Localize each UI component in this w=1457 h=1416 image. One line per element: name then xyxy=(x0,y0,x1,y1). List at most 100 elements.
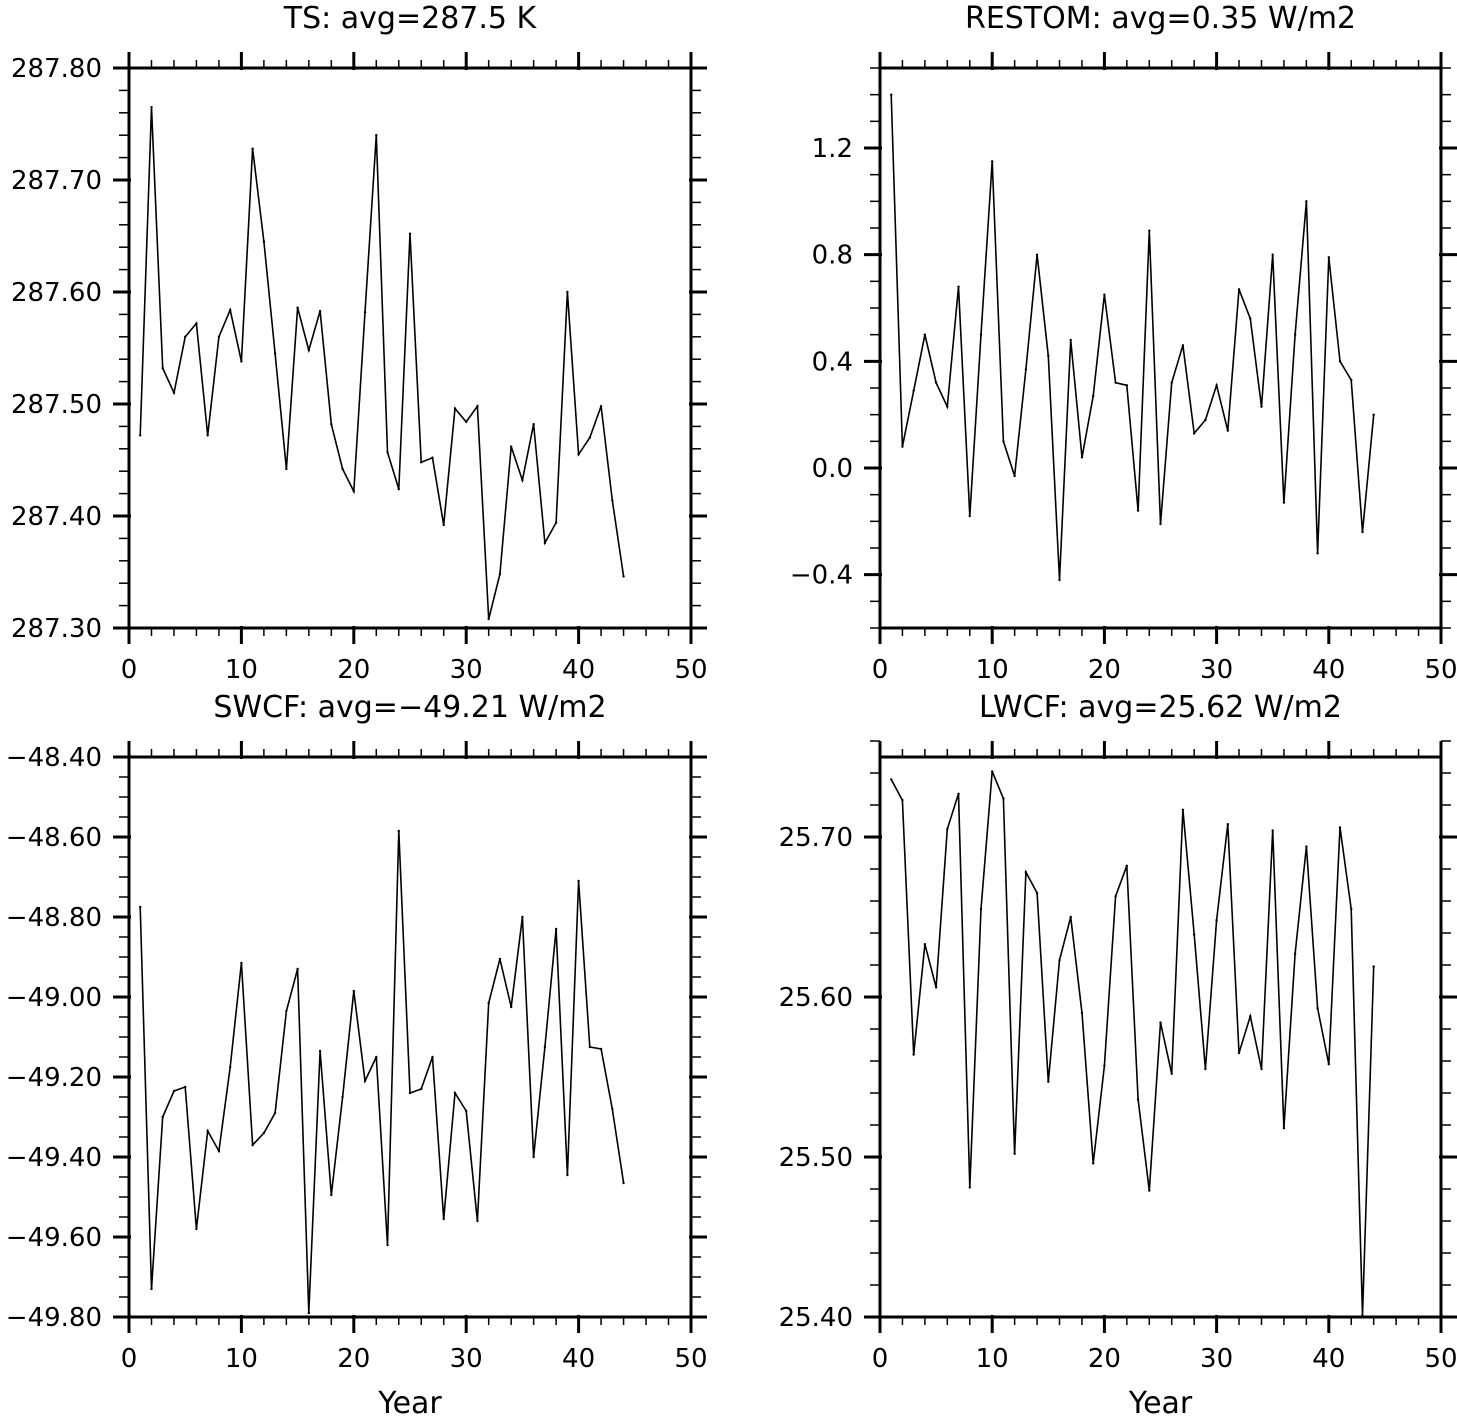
data-point xyxy=(923,943,927,946)
data-point xyxy=(318,1049,322,1053)
data-point xyxy=(1080,1011,1084,1015)
chart-title: TS: avg=287.5 K xyxy=(283,1,538,36)
y-tick-label: −0.4 xyxy=(790,561,853,591)
data-point xyxy=(228,1065,232,1069)
y-tick-label: −48.40 xyxy=(6,743,102,773)
y-tick-label: 287.30 xyxy=(11,614,102,644)
x-tick-label: 40 xyxy=(562,655,595,685)
data-point xyxy=(599,405,603,408)
chart-title: RESTOM: avg=0.35 W/m2 xyxy=(965,1,1356,36)
data-point xyxy=(150,106,153,109)
data-point xyxy=(1002,797,1005,800)
data-point xyxy=(1226,823,1230,826)
series-line xyxy=(890,94,1375,581)
data-point xyxy=(1114,381,1117,384)
x-tick-label: 50 xyxy=(674,655,707,685)
x-axis-title: Year xyxy=(377,1386,442,1416)
chart-title: LWCF: avg=25.62 W/m2 xyxy=(979,690,1342,725)
data-point xyxy=(465,420,468,424)
data-point xyxy=(611,1107,614,1111)
data-point xyxy=(1136,509,1140,512)
data-point xyxy=(431,1055,434,1059)
data-point xyxy=(946,405,949,408)
data-point xyxy=(397,487,400,491)
x-tick-label: 40 xyxy=(562,1344,595,1374)
data-point xyxy=(262,240,266,243)
data-point xyxy=(1338,826,1342,829)
data-point xyxy=(599,1047,603,1051)
x-tick-label: 50 xyxy=(674,1344,707,1374)
data-point xyxy=(1350,907,1353,911)
y-tick-label: 1.2 xyxy=(812,134,853,164)
data-point xyxy=(1035,253,1039,256)
data-point xyxy=(1125,864,1129,867)
data-point xyxy=(1271,253,1274,256)
data-point xyxy=(890,93,893,96)
data-point xyxy=(1249,317,1252,320)
data-point xyxy=(195,322,198,325)
y-tick-label: 287.70 xyxy=(11,166,102,196)
data-point xyxy=(273,352,277,355)
data-point xyxy=(1181,344,1185,347)
data-point xyxy=(991,770,994,773)
y-tick-label: 25.70 xyxy=(779,823,853,853)
data-point xyxy=(521,478,524,482)
x-tick-label: 0 xyxy=(872,655,889,685)
data-point xyxy=(890,778,893,781)
data-point xyxy=(296,306,299,309)
data-point xyxy=(375,1055,378,1059)
data-point xyxy=(934,381,938,384)
data-point xyxy=(1361,1314,1364,1317)
data-point xyxy=(1237,288,1241,291)
data-point xyxy=(1024,871,1028,874)
chart-title: SWCF: avg=−49.21 W/m2 xyxy=(213,690,606,725)
data-point xyxy=(195,1227,198,1231)
data-point xyxy=(1215,384,1218,387)
y-tick-label: 287.50 xyxy=(11,390,102,420)
y-tick-label: 287.60 xyxy=(11,278,102,308)
x-tick-label: 20 xyxy=(337,1344,370,1374)
y-tick-label: 25.50 xyxy=(779,1143,853,1173)
data-point xyxy=(1237,1051,1241,1055)
data-point xyxy=(487,1001,490,1005)
chart-panel-1: TS: avg=287.5 K 287.30 287.40 287.50 287.60 2… xyxy=(11,1,708,685)
data-point xyxy=(307,1311,311,1315)
data-point xyxy=(611,499,614,502)
data-point xyxy=(1080,456,1084,459)
data-point xyxy=(262,1131,266,1135)
data-point xyxy=(1148,1189,1151,1192)
y-tick-label: −49.00 xyxy=(6,983,102,1013)
data-point xyxy=(240,961,243,965)
data-point xyxy=(184,1085,187,1089)
data-point xyxy=(273,1111,277,1115)
x-tick-label: 40 xyxy=(1312,655,1345,685)
y-tick-label: −48.60 xyxy=(6,823,102,853)
data-point xyxy=(1260,405,1263,408)
data-point xyxy=(968,514,971,518)
x-tick-label: 30 xyxy=(450,1344,483,1374)
data-point xyxy=(341,467,344,471)
data-point xyxy=(1260,1067,1263,1071)
data-point xyxy=(968,1186,971,1189)
data-point xyxy=(946,827,949,831)
plot-frame xyxy=(878,66,1443,630)
data-point xyxy=(1215,919,1218,922)
data-point xyxy=(161,366,164,370)
x-tick-label: 50 xyxy=(1424,1344,1457,1374)
data-point xyxy=(1091,1162,1095,1165)
data-point xyxy=(442,523,445,527)
data-point xyxy=(251,1143,254,1147)
data-point xyxy=(1305,200,1308,203)
x-tick-label: 20 xyxy=(1088,655,1121,685)
y-tick-label: 25.60 xyxy=(779,983,853,1013)
data-point xyxy=(979,907,983,911)
data-point xyxy=(1350,378,1353,382)
data-point xyxy=(476,1219,479,1223)
data-point xyxy=(172,1089,176,1093)
data-point xyxy=(1002,440,1005,443)
data-point xyxy=(285,1009,288,1013)
data-point xyxy=(1327,256,1331,259)
y-tick-label: −49.20 xyxy=(6,1063,102,1093)
data-point xyxy=(498,573,502,576)
x-axis-title: Year xyxy=(1128,1386,1193,1416)
